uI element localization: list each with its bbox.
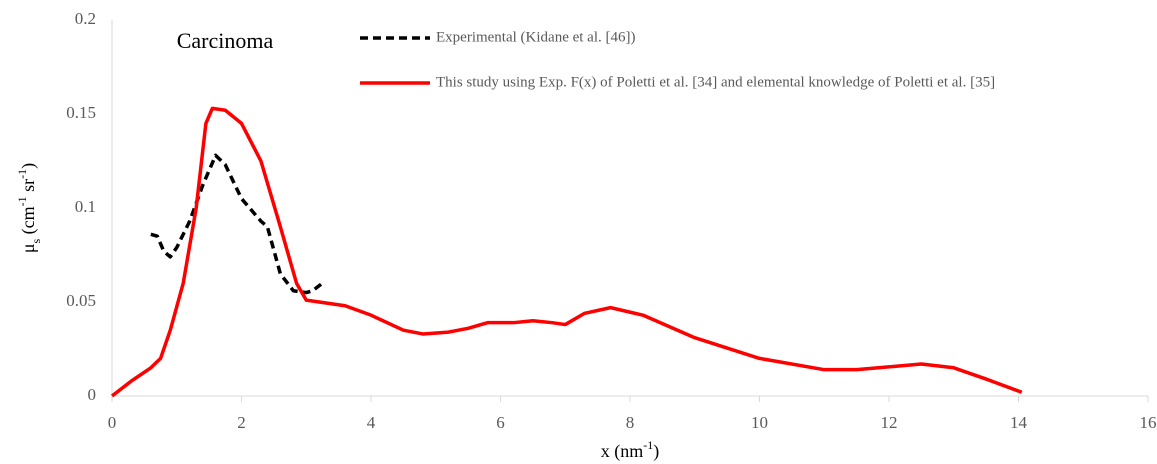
x-tick-label: 4 [367, 413, 376, 432]
x-tick-label: 0 [108, 413, 117, 432]
x-tick-label: 12 [881, 413, 898, 432]
legend-label: This study using Exp. F(x) of Poletti et… [436, 74, 995, 90]
series-line [110, 106, 1023, 398]
y-axis-label-part: (cm [18, 206, 39, 238]
x-axis-label: x (nm-1) [601, 438, 660, 462]
x-axis-label-part: x (nm [601, 441, 644, 462]
y-tick-label: 0.1 [75, 197, 96, 216]
x-axis-label-part: ) [653, 441, 659, 462]
x-tick-label: 8 [626, 413, 635, 432]
x-tick-label: 2 [237, 413, 246, 432]
y-axis-label-part: μ [18, 244, 38, 254]
x-tick-label: 10 [751, 413, 768, 432]
y-axis-label-part: ) [18, 163, 39, 169]
x-tick-label: 14 [1010, 413, 1028, 432]
y-tick-label: 0.05 [66, 291, 96, 310]
x-axis-label-part: -1 [643, 438, 653, 452]
x-tick-label: 16 [1140, 413, 1157, 432]
y-tick-label: 0 [88, 385, 97, 404]
y-axis-label-part: sr [18, 179, 38, 197]
chart-annotation: Carcinoma [177, 28, 274, 53]
y-axis-label-part: -1 [15, 196, 29, 206]
y-axis-label-part: s [29, 239, 43, 244]
legend-label: Experimental (Kidane et al. [46]) [436, 29, 636, 45]
y-axis-label-part: -1 [15, 169, 29, 179]
y-axis-label: μs (cm-1 sr-1) [15, 163, 43, 253]
x-tick-label: 6 [496, 413, 505, 432]
y-tick-label: 0.15 [66, 103, 96, 122]
series-line [150, 153, 324, 295]
y-tick-label: 0.2 [75, 9, 96, 28]
